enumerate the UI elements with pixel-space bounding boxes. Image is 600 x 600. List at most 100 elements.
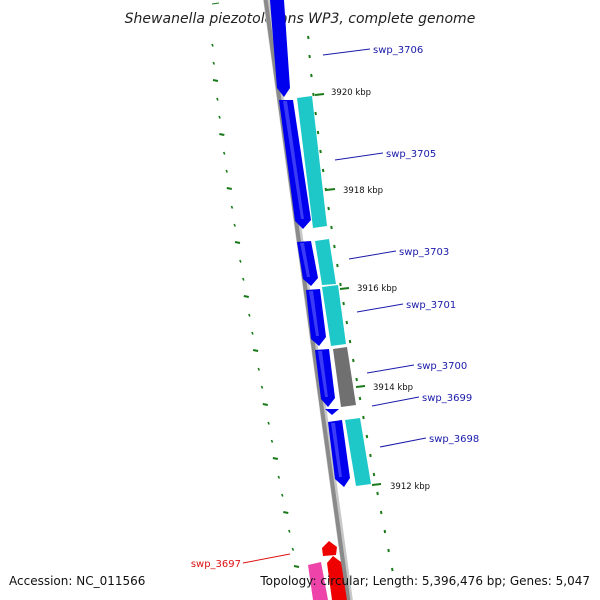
map-title: Shewanella piezotolerans WP3, complete g…	[125, 11, 476, 27]
gene-label-6: swp_3699	[422, 393, 472, 404]
gene-leader-8	[242, 553, 291, 564]
inner-tick-14	[242, 277, 245, 281]
inner-tick-30	[293, 565, 300, 568]
major-tick-2	[325, 188, 336, 191]
outer-tick-2	[308, 54, 311, 59]
outer-tick-7	[319, 149, 322, 154]
gene-arrow-15	[308, 562, 328, 600]
tick-label-2: 3918 kbp	[343, 186, 383, 196]
gene-arrow-12	[345, 418, 371, 486]
inner-tick-29	[291, 547, 295, 551]
major-tick-4	[355, 385, 366, 388]
inner-tick-27	[283, 511, 289, 514]
inner-tick-6	[219, 133, 225, 136]
gene-highlight-5	[331, 423, 342, 477]
gene-leader-3	[348, 250, 397, 260]
gene-highlight-3	[309, 291, 319, 336]
gene-label-5: swp_3700	[417, 361, 467, 372]
outer-tick-5	[314, 111, 317, 116]
outer-tick-12	[333, 244, 336, 249]
outer-tick-29	[391, 567, 394, 572]
inner-tick-11	[233, 223, 236, 227]
gene-label-1: swp_3706	[373, 45, 423, 56]
gene-label-3: swp_3703	[399, 247, 449, 258]
outer-tick-4	[312, 92, 315, 97]
gene-arrow-3	[297, 96, 327, 228]
inner-tick-17	[251, 331, 254, 335]
accession-text: Accession: NC_011566	[9, 574, 146, 588]
outer-tick-21	[362, 415, 365, 420]
outer-tick-24	[372, 472, 376, 477]
outer-tick-18	[352, 358, 355, 363]
gene-arrow-7	[322, 285, 346, 346]
inner-tick-4	[216, 97, 219, 101]
tick-label-1: 3920 kbp	[331, 88, 371, 98]
inner-tick-16	[248, 313, 251, 317]
backbone-line	[263, 0, 351, 600]
gene-leader-5	[366, 364, 415, 374]
major-tick-5	[371, 483, 382, 486]
inner-tick-7	[222, 151, 226, 155]
outer-tick-26	[379, 510, 383, 515]
inner-tick-12	[234, 241, 241, 244]
gene-leader-4	[356, 303, 404, 313]
inner-tick-8	[225, 169, 228, 173]
gene-highlight-4	[318, 351, 328, 397]
inner-tick-3	[212, 79, 219, 82]
inner-tick-24	[272, 457, 279, 460]
inner-tick-23	[270, 439, 274, 443]
outer-tick-14	[339, 282, 342, 287]
major-tick-1	[314, 93, 325, 96]
gene-highlight-1	[283, 101, 304, 219]
outer-tick-25	[376, 491, 379, 496]
gene-leader-2	[334, 152, 384, 161]
gene-highlight-2	[300, 243, 310, 277]
outer-tick-13	[336, 263, 339, 268]
gene-arrow-1	[270, 0, 290, 97]
tick-label-5: 3912 kbp	[390, 482, 430, 492]
inner-tick-13	[239, 259, 242, 263]
gene-features	[270, 0, 371, 600]
gene-arrow-10	[325, 409, 339, 415]
inner-tick-26	[281, 493, 284, 497]
tick-label-3: 3916 kbp	[357, 284, 397, 294]
top-mark	[211, 2, 220, 5]
gene-leader-6	[371, 396, 420, 407]
inner-tick-2	[212, 61, 215, 65]
inner-tick-5	[218, 115, 221, 119]
tick-label-4: 3914 kbp	[373, 383, 413, 393]
gene-leader-7	[379, 437, 427, 448]
inner-tick-15	[243, 295, 249, 298]
inner-tick-1	[211, 43, 214, 47]
inner-tick-20	[260, 385, 264, 389]
outer-tick-15	[342, 301, 345, 306]
outer-tick-27	[383, 529, 387, 534]
outer-tick-19	[355, 377, 358, 382]
outer-tick-17	[348, 339, 352, 344]
gene-label-4: swp_3701	[406, 300, 456, 311]
outer-tick-3	[310, 73, 313, 78]
outer-tick-1	[307, 35, 310, 40]
gene-arrow-13	[322, 541, 337, 556]
inner-tick-25	[277, 475, 281, 479]
outer-tick-10	[327, 206, 330, 211]
gene-arrow-9	[333, 347, 356, 407]
inner-tick-28	[288, 529, 291, 533]
outer-tick-8	[321, 168, 325, 173]
inner-tick-9	[226, 187, 232, 190]
inner-tick-10	[230, 205, 234, 209]
inner-tick-22	[267, 421, 270, 425]
outer-tick-16	[345, 320, 349, 325]
outer-tick-28	[387, 548, 390, 553]
inner-tick-18	[252, 349, 259, 352]
outer-tick-23	[369, 453, 372, 458]
gene-labels: swp_3706 swp_3705 swp_3703 swp_3701 swp_3700…	[191, 45, 479, 570]
scale-ticks: 3920 kbp 3918 kbp 3916 kbp 3914 kbp 3912 kbp	[211, 2, 430, 572]
outer-tick-9	[324, 187, 328, 192]
gene-label-8: swp_3697	[191, 559, 241, 570]
major-tick-3	[339, 287, 350, 290]
topology-text: Topology: circular; Length: 5,396,476 bp…	[260, 574, 590, 588]
gene-leader-1	[322, 48, 371, 56]
gene-label-2: swp_3705	[386, 149, 436, 160]
